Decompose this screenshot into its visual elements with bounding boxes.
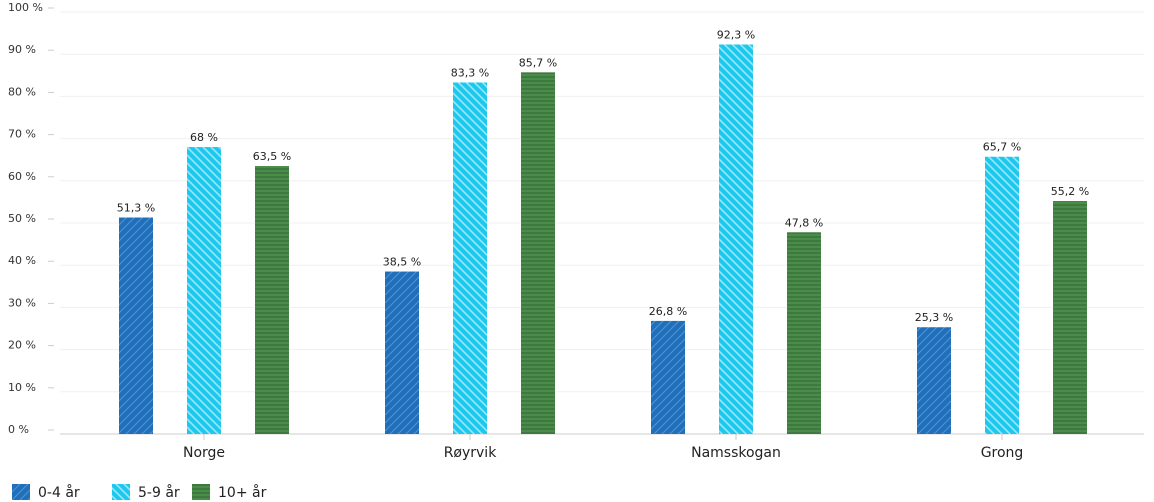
x-tick-label: Røyrvik bbox=[444, 445, 498, 461]
legend-swatch bbox=[112, 484, 130, 500]
value-label: 38,5 % bbox=[383, 256, 421, 269]
bar bbox=[651, 320, 685, 434]
value-label: 47,8 % bbox=[785, 216, 823, 229]
bar bbox=[917, 327, 951, 434]
legend-label: 10+ år bbox=[218, 484, 267, 501]
value-label: 85,7 % bbox=[519, 56, 557, 69]
y-tick-label: 30 % bbox=[8, 296, 36, 309]
value-label: 83,3 % bbox=[451, 66, 489, 79]
value-label: 65,7 % bbox=[983, 141, 1021, 154]
bar bbox=[453, 82, 487, 434]
x-tick-label: Grong bbox=[981, 445, 1024, 461]
bar bbox=[787, 232, 821, 434]
y-tick-label: 100 % bbox=[8, 1, 43, 14]
y-tick-label: 60 % bbox=[8, 170, 36, 183]
x-tick-label: Namsskogan bbox=[691, 445, 781, 461]
value-label: 51,3 % bbox=[117, 202, 155, 215]
bar bbox=[187, 147, 221, 435]
value-label: 68 % bbox=[190, 131, 218, 144]
y-tick-label: 70 % bbox=[8, 128, 36, 141]
bar bbox=[719, 44, 753, 435]
bar bbox=[521, 72, 555, 434]
legend-swatch bbox=[12, 484, 30, 500]
legend-label: 0-4 år bbox=[38, 484, 80, 501]
y-tick-label: 50 % bbox=[8, 212, 36, 225]
bar bbox=[985, 156, 1019, 434]
value-label: 63,5 % bbox=[253, 150, 291, 163]
y-tick-label: 40 % bbox=[8, 254, 36, 267]
bar bbox=[385, 271, 419, 434]
x-tick-label: Norge bbox=[183, 445, 225, 461]
value-label: 25,3 % bbox=[915, 311, 953, 324]
y-tick-label: 80 % bbox=[8, 85, 36, 98]
value-label: 55,2 % bbox=[1051, 185, 1089, 198]
bar bbox=[1053, 201, 1087, 434]
y-tick-label: 90 % bbox=[8, 43, 36, 56]
y-tick-label: 20 % bbox=[8, 339, 36, 352]
legend-swatch bbox=[192, 484, 210, 500]
y-tick-label: 0 % bbox=[8, 423, 29, 436]
value-label: 26,8 % bbox=[649, 305, 687, 318]
bar bbox=[119, 217, 153, 434]
bar bbox=[255, 166, 289, 434]
y-tick-label: 10 % bbox=[8, 381, 36, 394]
legend-label: 5-9 år bbox=[138, 484, 180, 501]
value-label: 92,3 % bbox=[717, 28, 755, 41]
